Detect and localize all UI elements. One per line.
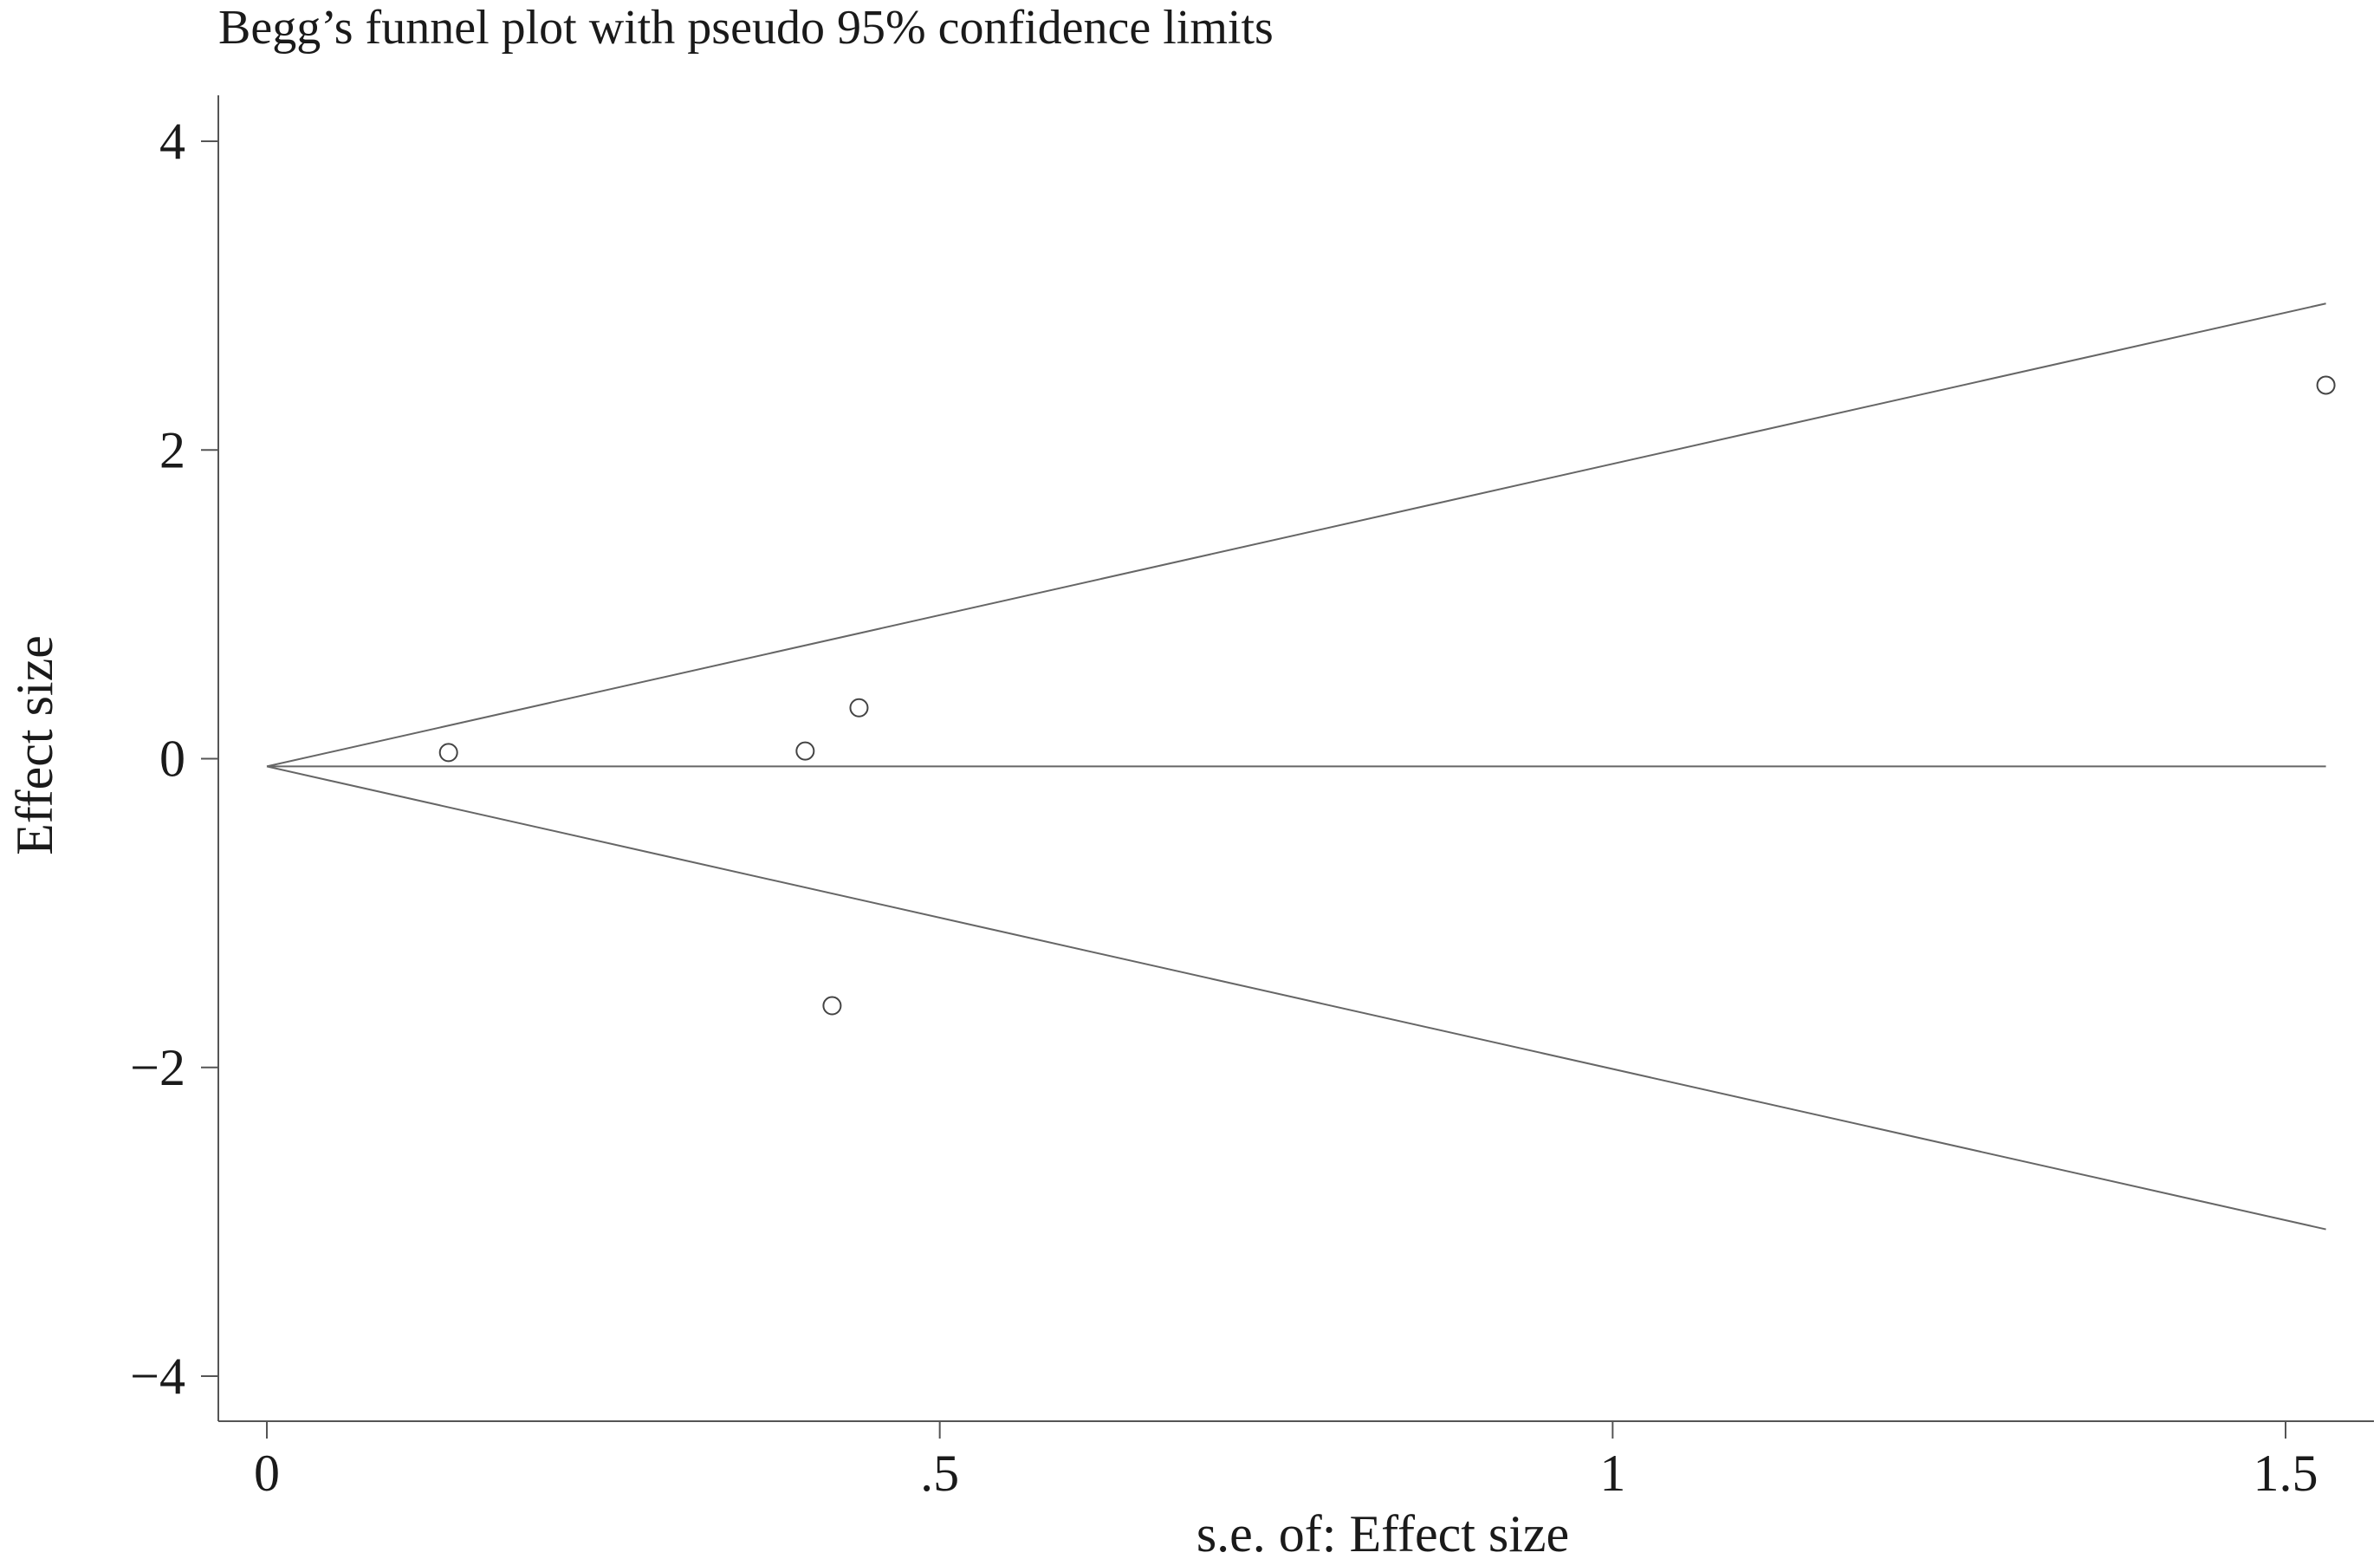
y-tick-label-3: −2 xyxy=(130,1039,185,1096)
x-ticks: 0 .5 1 1.5 xyxy=(254,1421,2318,1502)
data-points xyxy=(438,375,2336,1016)
upper-confidence-limit xyxy=(266,302,2326,768)
y-tick-label-2: 0 xyxy=(159,731,185,788)
data-point-1 xyxy=(795,741,815,761)
x-tick-label-1: .5 xyxy=(920,1445,959,1502)
data-point-3 xyxy=(822,996,842,1016)
data-point-2 xyxy=(849,698,869,718)
chart-title: Begg’s funnel plot with pseudo 95% confi… xyxy=(218,1,1274,55)
x-tick-label-2: 1 xyxy=(1599,1445,1625,1502)
x-tick-label-0: 0 xyxy=(254,1445,280,1502)
x-axis-label: s.e. of: Effect size xyxy=(1196,1505,1569,1559)
data-point-4 xyxy=(2316,375,2336,395)
y-tick-label-1: 2 xyxy=(159,421,185,478)
lower-confidence-limit xyxy=(266,765,2326,1231)
y-ticks: 4 2 0 −2 −4 xyxy=(130,113,218,1405)
plot-lines xyxy=(266,302,2326,1231)
axes xyxy=(217,95,2374,1422)
y-tick-label-4: −4 xyxy=(130,1348,185,1405)
data-point-0 xyxy=(438,743,458,763)
y-tick-label-0: 4 xyxy=(159,113,185,170)
y-axis-label: Effect size xyxy=(6,635,63,855)
x-tick-label-3: 1.5 xyxy=(2254,1445,2318,1502)
